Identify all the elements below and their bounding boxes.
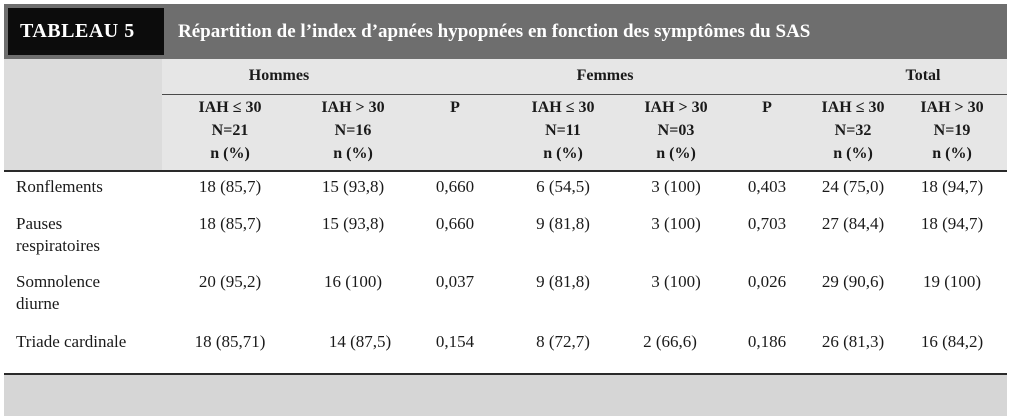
column-header-shade [162, 59, 1007, 170]
column-header: IAH ≤ 30 N=32 n (%) [821, 99, 885, 162]
group-header-total: Total [905, 67, 941, 84]
table-cell: 16 (84,2) [920, 332, 984, 351]
table-cell: 8 (72,7) [536, 332, 590, 351]
table-cell: 0,703 [747, 214, 787, 233]
table-cell: 0,154 [435, 332, 475, 351]
table-cell: 3 (100) [651, 177, 701, 196]
column-header: IAH ≤ 30 N=11 n (%) [531, 99, 595, 162]
table-cell: 18 (85,71) [194, 332, 266, 351]
table-cell: 20 (95,2) [198, 272, 262, 291]
table-cell: 29 (90,6) [821, 272, 885, 291]
title-bar: TABLEAU 5 Répartition de l’index d’apnée… [4, 4, 1007, 59]
table-cell: 0,660 [435, 177, 475, 196]
table-cell: 0,037 [435, 272, 475, 291]
row-label: Triade cardinale [16, 332, 127, 351]
header-divider [162, 94, 1007, 95]
table-cell: 15 (93,8) [321, 214, 385, 233]
table-cell: 26 (81,3) [821, 332, 885, 351]
table-cell: 6 (54,5) [536, 177, 590, 196]
table-cell: 3 (100) [651, 272, 701, 291]
footer-shade [4, 375, 1007, 416]
table-cell: 24 (75,0) [821, 177, 885, 196]
row-label: Somnolence diurne [16, 272, 101, 313]
group-header-hommes: Hommes [248, 67, 310, 84]
column-header: P [450, 99, 460, 116]
stub-header-shade [4, 59, 162, 170]
table-cell: 14 (87,5) [328, 332, 392, 351]
table-cell: 18 (94,7) [920, 214, 984, 233]
table-cell: 27 (84,4) [821, 214, 885, 233]
row-label: Ronflements [16, 177, 103, 196]
column-header: IAH > 30 N=16 n (%) [321, 99, 385, 162]
table-cell: 9 (81,8) [536, 214, 590, 233]
body-bottom-rule [4, 373, 1007, 375]
table-cell: 0,403 [747, 177, 787, 196]
table-cell: 19 (100) [922, 272, 982, 291]
column-header: IAH > 30 N=19 n (%) [920, 99, 984, 162]
table-label: TABLEAU 5 [8, 8, 164, 55]
table-cell: 2 (66,6) [643, 332, 697, 351]
table-cell: 0,026 [747, 272, 787, 291]
table-figure: TABLEAU 5 Répartition de l’index d’apnée… [4, 4, 1007, 416]
table-cell: 3 (100) [651, 214, 701, 233]
table-cell: 18 (85,7) [198, 177, 262, 196]
table-cell: 18 (85,7) [198, 214, 262, 233]
table-cell: 0,660 [435, 214, 475, 233]
column-header: IAH > 30 N=03 n (%) [644, 99, 708, 162]
table-cell: 18 (94,7) [920, 177, 984, 196]
group-header-femmes: Femmes [576, 67, 634, 84]
table-title: Répartition de l’index d’apnées hypopnée… [178, 20, 811, 42]
column-header: IAH ≤ 30 N=21 n (%) [198, 99, 262, 162]
table-cell: 15 (93,8) [321, 177, 385, 196]
table-cell: 9 (81,8) [536, 272, 590, 291]
row-label: Pauses respiratoires [16, 214, 101, 255]
body-top-rule [4, 170, 1007, 172]
column-header: P [762, 99, 772, 116]
table-cell: 16 (100) [323, 272, 383, 291]
table-cell: 0,186 [747, 332, 787, 351]
